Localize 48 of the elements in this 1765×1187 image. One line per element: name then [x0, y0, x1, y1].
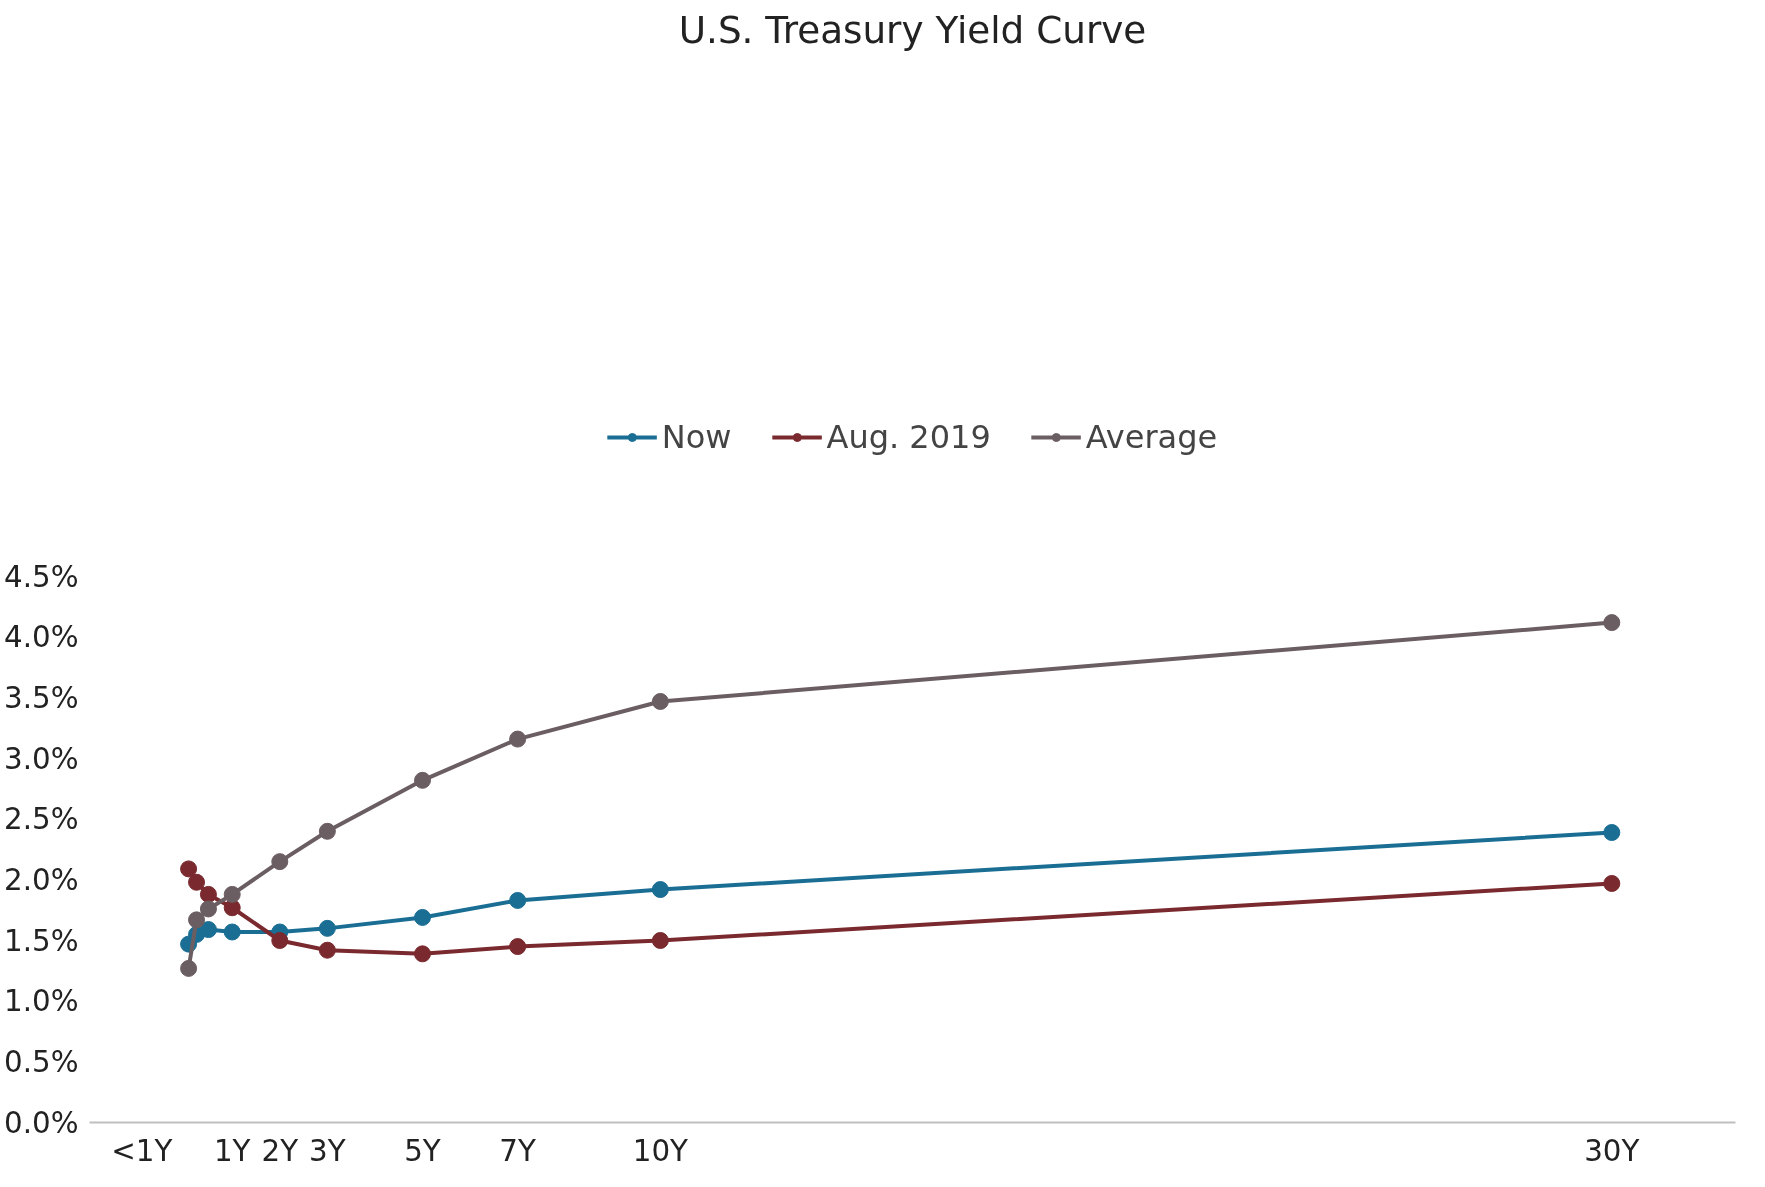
- y-tick-label: 0.0%: [3, 1105, 79, 1140]
- x-tick-label: 30Y: [1584, 1133, 1640, 1168]
- point: [188, 873, 206, 891]
- point: [414, 908, 432, 926]
- point: [318, 919, 336, 937]
- point: [271, 932, 289, 949]
- point: [651, 881, 669, 899]
- point: [318, 822, 336, 840]
- point: [188, 911, 206, 929]
- y-tick-label: 0.5%: [3, 1044, 79, 1079]
- y-tick-label: 4.0%: [3, 620, 79, 655]
- legend-label: Now: [661, 417, 732, 456]
- chart-title: U.S. Treasury Yield Curve: [678, 7, 1147, 52]
- x-tick-label: 5Y: [404, 1133, 441, 1168]
- point: [318, 941, 336, 959]
- point: [180, 860, 198, 878]
- y-tick-label: 3.5%: [3, 680, 79, 715]
- point: [223, 885, 241, 903]
- x-tick-label: 1Y: [213, 1133, 251, 1168]
- point: [1603, 874, 1621, 892]
- legend-label: Aug. 2019: [826, 417, 991, 456]
- point: [1603, 614, 1621, 632]
- point: [199, 900, 217, 918]
- point: [651, 692, 669, 710]
- x-tick-label: 2Y: [261, 1133, 299, 1168]
- point: [180, 959, 198, 977]
- x-tick-label: 10Y: [632, 1133, 689, 1168]
- point: [414, 945, 432, 963]
- y-tick-label: 4.5%: [3, 559, 79, 594]
- point: [199, 885, 217, 903]
- point: [199, 921, 217, 939]
- legend-label: Average: [1085, 417, 1218, 456]
- point: [509, 730, 527, 748]
- point: [223, 923, 241, 941]
- point: [509, 891, 527, 909]
- point: [1603, 824, 1621, 841]
- x-tick-label: 7Y: [499, 1133, 537, 1168]
- point: [414, 771, 432, 789]
- y-tick-label: 1.0%: [3, 984, 79, 1019]
- y-tick-label: 2.5%: [3, 802, 79, 837]
- x-tick-label: 3Y: [309, 1133, 346, 1168]
- point: [651, 932, 669, 949]
- x-tick-label: <1Y: [111, 1133, 173, 1168]
- y-tick-label: 3.0%: [3, 741, 79, 776]
- y-tick-label: 2.0%: [3, 862, 79, 897]
- y-tick-label: 1.5%: [3, 923, 79, 958]
- point: [271, 853, 289, 871]
- point: [509, 938, 527, 956]
